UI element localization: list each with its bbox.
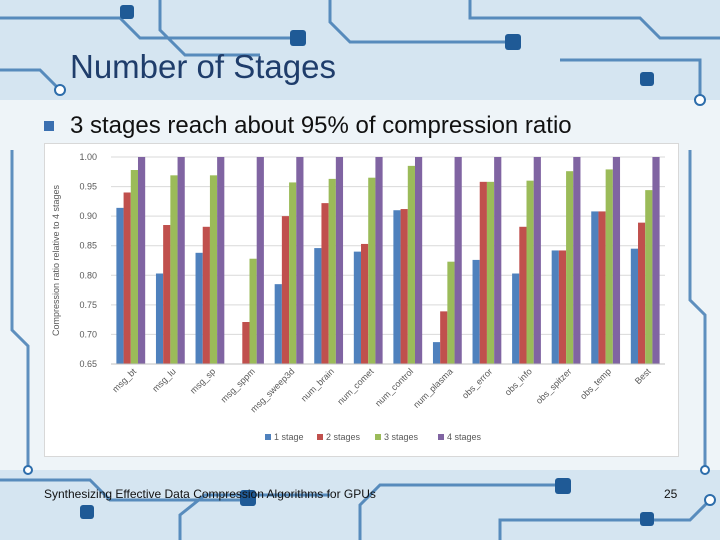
bar — [440, 311, 448, 364]
y-tick-label: 0.75 — [79, 300, 97, 310]
x-tick-label: msg_lu — [150, 366, 178, 394]
x-tick-label: obs_error — [460, 366, 494, 400]
bar — [652, 157, 660, 364]
bar — [137, 157, 146, 364]
bar — [512, 273, 520, 364]
x-tick-label: obs_info — [503, 366, 534, 397]
y-tick-label: 0.70 — [79, 329, 97, 339]
bar — [573, 157, 581, 364]
page-number: 25 — [664, 487, 678, 501]
bar — [472, 259, 480, 364]
y-tick-label: 1.00 — [79, 152, 97, 162]
bar — [375, 157, 383, 364]
bar — [407, 165, 415, 364]
x-tick-label: msg_sppm — [219, 366, 257, 404]
bar — [249, 258, 257, 364]
bar — [353, 251, 362, 364]
bar — [256, 157, 264, 364]
bullet-text: 3 stages reach about 95% of compression … — [70, 112, 572, 139]
footer-title: Synthesizing Effective Data Compression … — [44, 487, 376, 501]
legend-swatch — [438, 434, 444, 440]
bar — [335, 157, 344, 364]
bar — [130, 170, 138, 364]
bar — [321, 203, 329, 364]
bar — [432, 342, 441, 364]
bar — [274, 284, 282, 364]
bar — [242, 322, 250, 364]
bar — [486, 181, 495, 364]
x-tick-label: obs_spitzer — [534, 366, 574, 406]
legend-label: 2 stages — [326, 432, 361, 442]
bar — [526, 180, 534, 364]
bar — [612, 157, 621, 364]
bar — [296, 157, 304, 364]
bar — [217, 157, 225, 364]
legend-label: 3 stages — [384, 432, 419, 442]
bar — [551, 250, 559, 364]
bar — [314, 248, 322, 364]
x-tick-label: msg_bt — [110, 366, 138, 394]
chart-container: 0.65 0.70 0.75 0.80 0.85 0.90 0.95 1.00 Compress… — [44, 143, 679, 457]
square-bullet-icon — [44, 121, 54, 131]
bar-chart: 0.65 0.70 0.75 0.80 0.85 0.90 0.95 1.00 Compress… — [51, 152, 665, 442]
bar — [393, 210, 401, 364]
bar — [368, 177, 376, 364]
bar — [494, 157, 502, 364]
bar — [155, 273, 164, 364]
x-tick-label: msg_sp — [188, 366, 217, 395]
bar — [177, 157, 185, 364]
bar — [638, 222, 646, 364]
bar — [163, 225, 171, 364]
bar — [533, 157, 541, 364]
bar — [170, 175, 178, 364]
y-axis-label: Compression ratio relative to 4 stages — [51, 184, 61, 336]
y-tick-label: 0.85 — [79, 241, 97, 251]
bar — [598, 211, 606, 364]
bar — [630, 248, 639, 364]
bar — [479, 181, 487, 364]
x-tick-label: num_plasma — [411, 366, 455, 410]
bar — [558, 250, 567, 364]
legend-swatch — [317, 434, 323, 440]
bar — [202, 226, 210, 364]
bar — [566, 171, 574, 364]
y-tick-label: 0.90 — [79, 211, 97, 221]
bar — [605, 169, 613, 364]
bar — [289, 182, 297, 364]
bar — [591, 211, 599, 364]
bar — [116, 207, 124, 364]
bar — [519, 226, 527, 364]
x-tick-label: num_comet — [335, 366, 376, 407]
legend-swatch — [265, 434, 271, 440]
bar — [281, 216, 290, 364]
y-tick-label: 0.65 — [79, 359, 97, 369]
x-tick-label: obs_temp — [578, 366, 613, 401]
bullet-point: 3 stages reach about 95% of compression … — [44, 110, 572, 142]
x-tick-label: Best — [633, 366, 653, 386]
x-tick-label: num_control — [373, 366, 415, 408]
bar — [454, 157, 462, 364]
bar — [645, 190, 653, 364]
bar — [123, 192, 131, 364]
bar — [209, 175, 218, 364]
y-tick-label: 0.95 — [79, 182, 97, 192]
slide-title: Number of Stages — [70, 48, 336, 85]
bar — [447, 261, 455, 364]
x-tick-label: num_brain — [299, 366, 336, 403]
bar — [414, 157, 423, 364]
legend-label: 1 stage — [274, 432, 304, 442]
bar — [400, 209, 408, 364]
bar — [328, 178, 336, 364]
bar — [195, 252, 203, 364]
y-tick-label: 0.80 — [79, 270, 97, 280]
legend-label: 4 stages — [447, 432, 482, 442]
legend-swatch — [375, 434, 381, 440]
bar — [361, 243, 369, 364]
